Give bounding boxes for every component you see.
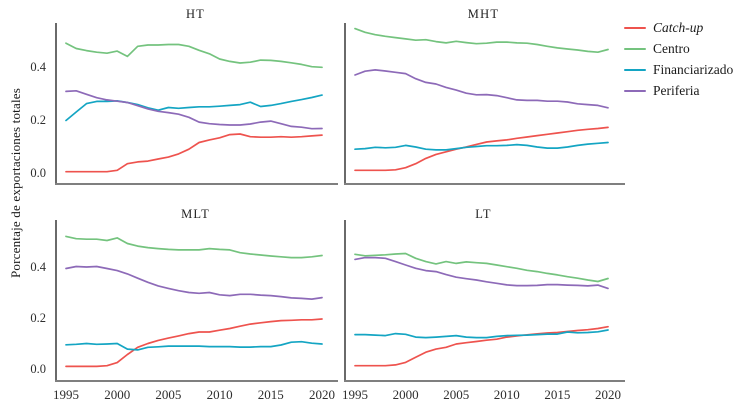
- legend-label: Periferia: [653, 83, 700, 99]
- x-tick-label: 2015: [544, 387, 571, 402]
- series-line-catch-up: [65, 133, 323, 173]
- panel-plot-mlt: [55, 220, 338, 382]
- x-tick-label: 2005: [443, 387, 470, 402]
- series-line-centro: [65, 42, 323, 69]
- panel-title-mht: MHT: [467, 7, 500, 21]
- series-line-centro: [354, 252, 609, 283]
- legend-line-swatch-catch-up: [624, 27, 646, 30]
- legend-line-swatch-financiarizado: [624, 69, 646, 72]
- panel-plot-lt: [344, 220, 625, 382]
- series-line-centro: [354, 27, 609, 54]
- series-line-financiarizado: [354, 141, 609, 151]
- panel-title-ht: HT: [185, 7, 206, 21]
- y-tick-label: 0.4: [30, 260, 46, 274]
- x-tick-label: 2020: [309, 387, 335, 402]
- series-line-financiarizado: [65, 340, 323, 351]
- legend-label: Centro: [653, 41, 690, 57]
- legend-item-centro: Centro: [624, 41, 733, 57]
- x-tick-label: 2000: [392, 387, 419, 402]
- x-tick-label: 2020: [595, 387, 621, 402]
- x-tick-label: 2010: [206, 387, 233, 402]
- x-tick-label: 1995: [342, 387, 368, 402]
- legend-item-periferia: Periferia: [624, 83, 733, 99]
- legend-line-swatch-periferia: [624, 90, 646, 93]
- series-line-catch-up: [65, 318, 323, 368]
- x-tick-label: 1995: [53, 387, 79, 402]
- series-line-periferia: [65, 89, 323, 130]
- y-tick-label: 0.0: [30, 362, 46, 376]
- legend-line-swatch-centro: [624, 48, 646, 51]
- legend-label: Catch-up: [653, 20, 704, 36]
- x-tick-label: 2010: [493, 387, 520, 402]
- y-tick-label: 0.0: [30, 166, 46, 180]
- series-line-periferia: [354, 256, 609, 290]
- series-line-periferia: [65, 265, 323, 300]
- panel-title-mlt: MLT: [181, 207, 210, 221]
- series-line-centro: [65, 235, 323, 259]
- series-line-financiarizado: [354, 329, 609, 339]
- legend-item-catch-up: Catch-up: [624, 20, 733, 36]
- series-line-catch-up: [354, 126, 609, 172]
- legend-label: Financiarizado: [653, 62, 734, 78]
- series-line-financiarizado: [65, 94, 323, 122]
- panel-plot-ht: [55, 23, 338, 185]
- panel-title-lt: LT: [475, 207, 492, 221]
- legend-item-financiarizado: Financiarizado: [624, 62, 734, 78]
- legend: Catch-up Centro Financiarizado Periferia: [624, 20, 734, 105]
- x-tick-label: 2015: [257, 387, 284, 402]
- series-line-periferia: [354, 69, 609, 109]
- panel-plot-mht: [344, 23, 625, 185]
- y-tick-label: 0.2: [30, 113, 46, 127]
- y-tick-label: 0.4: [30, 60, 46, 74]
- x-tick-label: 2000: [104, 387, 131, 402]
- y-tick-label: 0.2: [30, 311, 46, 325]
- x-tick-label: 2005: [155, 387, 182, 402]
